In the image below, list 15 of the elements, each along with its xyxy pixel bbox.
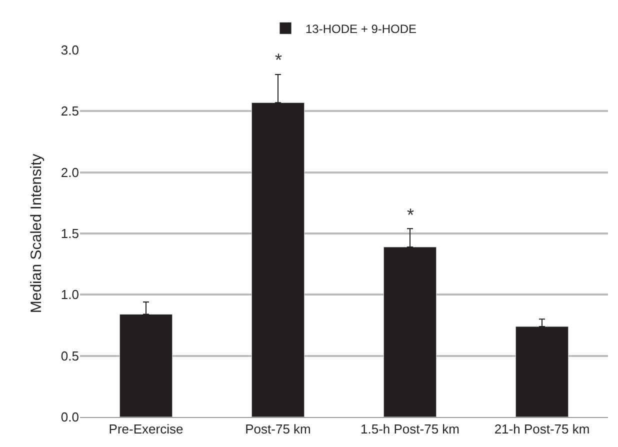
y-tick-label: 2.5	[60, 104, 79, 119]
y-tick-label: 1.0	[60, 287, 79, 302]
y-tick-label: 3.0	[60, 42, 79, 58]
x-tick-label: Post-75 km	[245, 422, 311, 437]
x-tick-label: 1.5-h Post-75 km	[360, 422, 460, 437]
y-tick-label: 1.5	[60, 226, 79, 242]
y-tick-label: 0.0	[60, 410, 79, 425]
y-tick-label: 2.0	[60, 164, 79, 180]
annotation: *	[407, 205, 414, 225]
legend-label: 13-HODE + 9-HODE	[306, 22, 417, 36]
y-tick-label: 0.5	[60, 348, 79, 364]
annotation: *	[275, 50, 282, 70]
x-tick-label: 21-h Post-75 km	[494, 422, 590, 437]
y-axis-title: Median Scaled Intensity	[28, 153, 46, 314]
x-tick-label: Pre-Exercise	[108, 422, 184, 437]
